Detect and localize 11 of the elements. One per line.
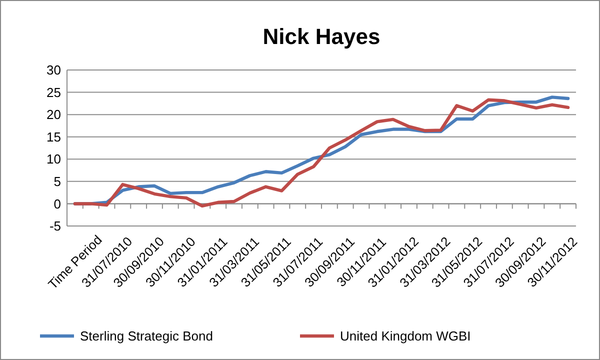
y-tick-label: 15: [46, 129, 61, 144]
legend-label: United Kingdom WGBI: [340, 328, 471, 344]
chart-title: Nick Hayes: [262, 24, 380, 49]
y-tick-label: 0: [54, 196, 61, 212]
y-tick-label: 30: [46, 62, 61, 78]
y-tick-label: 5: [54, 174, 61, 189]
y-tick-label: 20: [46, 107, 61, 122]
y-tick-label: 25: [46, 84, 61, 100]
legend-label: Sterling Strategic Bond: [80, 328, 213, 344]
y-tick-label: -5: [49, 218, 61, 234]
y-tick-label: 10: [46, 152, 61, 167]
